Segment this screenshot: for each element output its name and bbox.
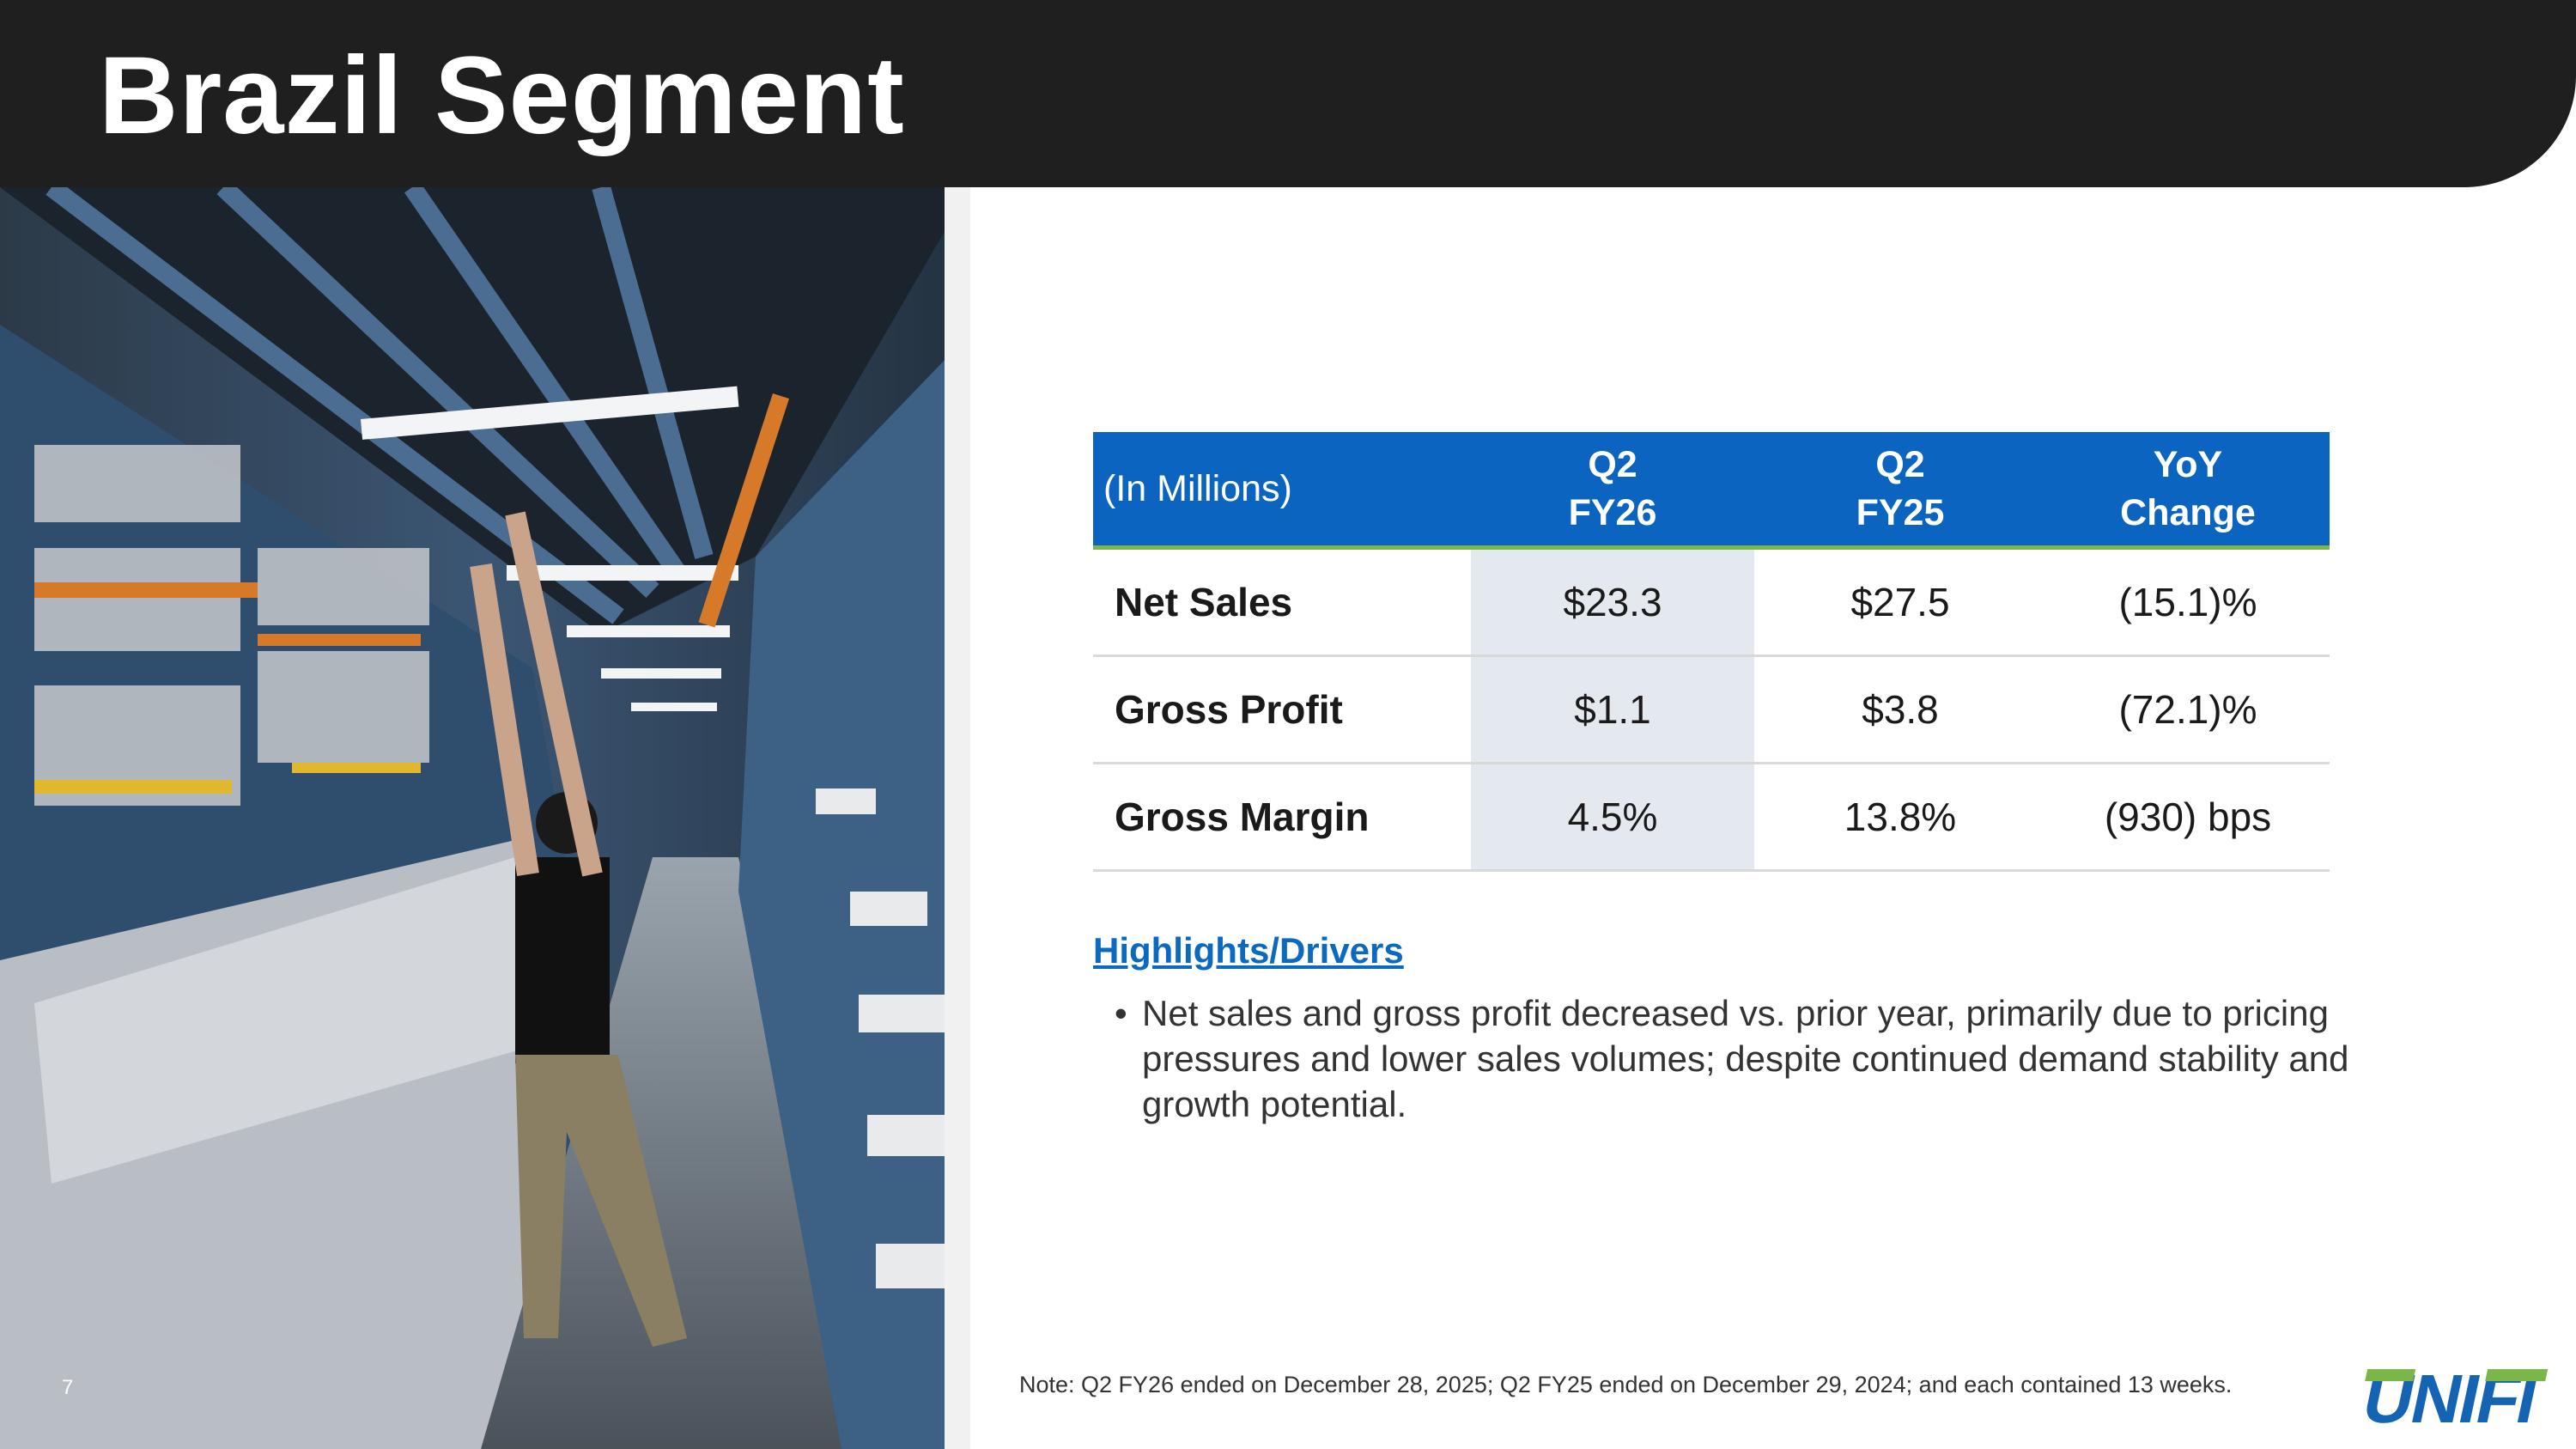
cell-q2-fy26: $1.1 [1471,655,1754,764]
cell-yoy: (15.1)% [2046,547,2330,657]
cell-yoy: (72.1)% [2046,655,2330,764]
cell-q2-fy25: $3.8 [1754,655,2046,764]
header-q2-fy25-line1: Q2 [1875,444,1925,485]
cell-q2-fy25: 13.8% [1754,763,2046,872]
bullet-text: Net sales and gross profit decreased vs.… [1142,993,2349,1124]
footnote: Note: Q2 FY26 ended on December 28, 2025… [1019,1372,2233,1397]
header-bar [0,0,2576,187]
slide-title: Brazil Segment [99,34,905,157]
cell-q2-fy26: 4.5% [1471,763,1754,872]
row-label: Gross Margin [1093,763,1471,872]
bullet-dot: • [1115,993,1127,1033]
highlights-heading-link[interactable]: Highlights/Drivers [1093,930,1404,971]
table-row: Gross Profit $1.1 $3.8 (72.1)% [1093,655,2330,764]
row-label: Net Sales [1093,547,1471,657]
factory-photo [0,187,970,1449]
header-q2-fy26: Q2 FY26 [1471,432,1754,550]
table-row: Gross Margin 4.5% 13.8% (930) bps [1093,763,2330,872]
brazil-financials-table: (In Millions) Q2 FY26 Q2 FY25 YoY Change… [1093,432,2330,872]
highlights-bullet: • Net sales and gross profit decreased v… [1115,990,2420,1127]
cell-q2-fy26: $23.3 [1471,547,1754,657]
row-label: Gross Profit [1093,655,1471,764]
page-number: 7 [62,1376,74,1399]
unifi-logo: UNIFI [2360,1366,2549,1428]
cell-yoy: (930) bps [2046,763,2330,872]
header-yoy-line2: Change [2120,492,2256,533]
header-unit: (In Millions) [1093,432,1471,550]
table-row: Net Sales $23.3 $27.5 (15.1)% [1093,547,2330,657]
header-q2-fy25-line2: FY25 [1856,492,1945,533]
header-q2-fy26-line2: FY26 [1568,492,1657,533]
table-header-row: (In Millions) Q2 FY26 Q2 FY25 YoY Change [1093,432,2330,550]
header-yoy-line1: YoY [2153,444,2223,485]
header-yoy-change: YoY Change [2046,432,2330,550]
header-q2-fy25: Q2 FY25 [1754,432,2046,550]
cell-q2-fy25: $27.5 [1754,547,2046,657]
header-q2-fy26-line1: Q2 [1588,444,1637,485]
